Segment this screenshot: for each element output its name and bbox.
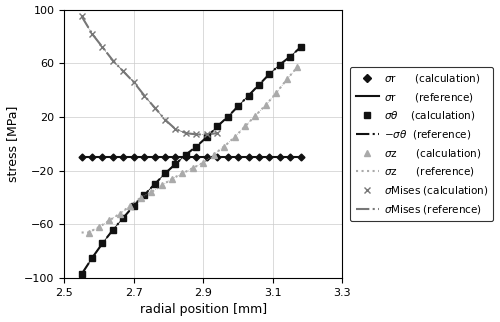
X-axis label: radial position [mm]: radial position [mm] <box>140 303 267 317</box>
Legend: $\sigma$r      (calculation), $\sigma$r      (reference), $\sigma\theta$    (cal: $\sigma$r (calculation), $\sigma$r (refe… <box>350 67 494 221</box>
Y-axis label: stress [MPa]: stress [MPa] <box>6 106 18 182</box>
